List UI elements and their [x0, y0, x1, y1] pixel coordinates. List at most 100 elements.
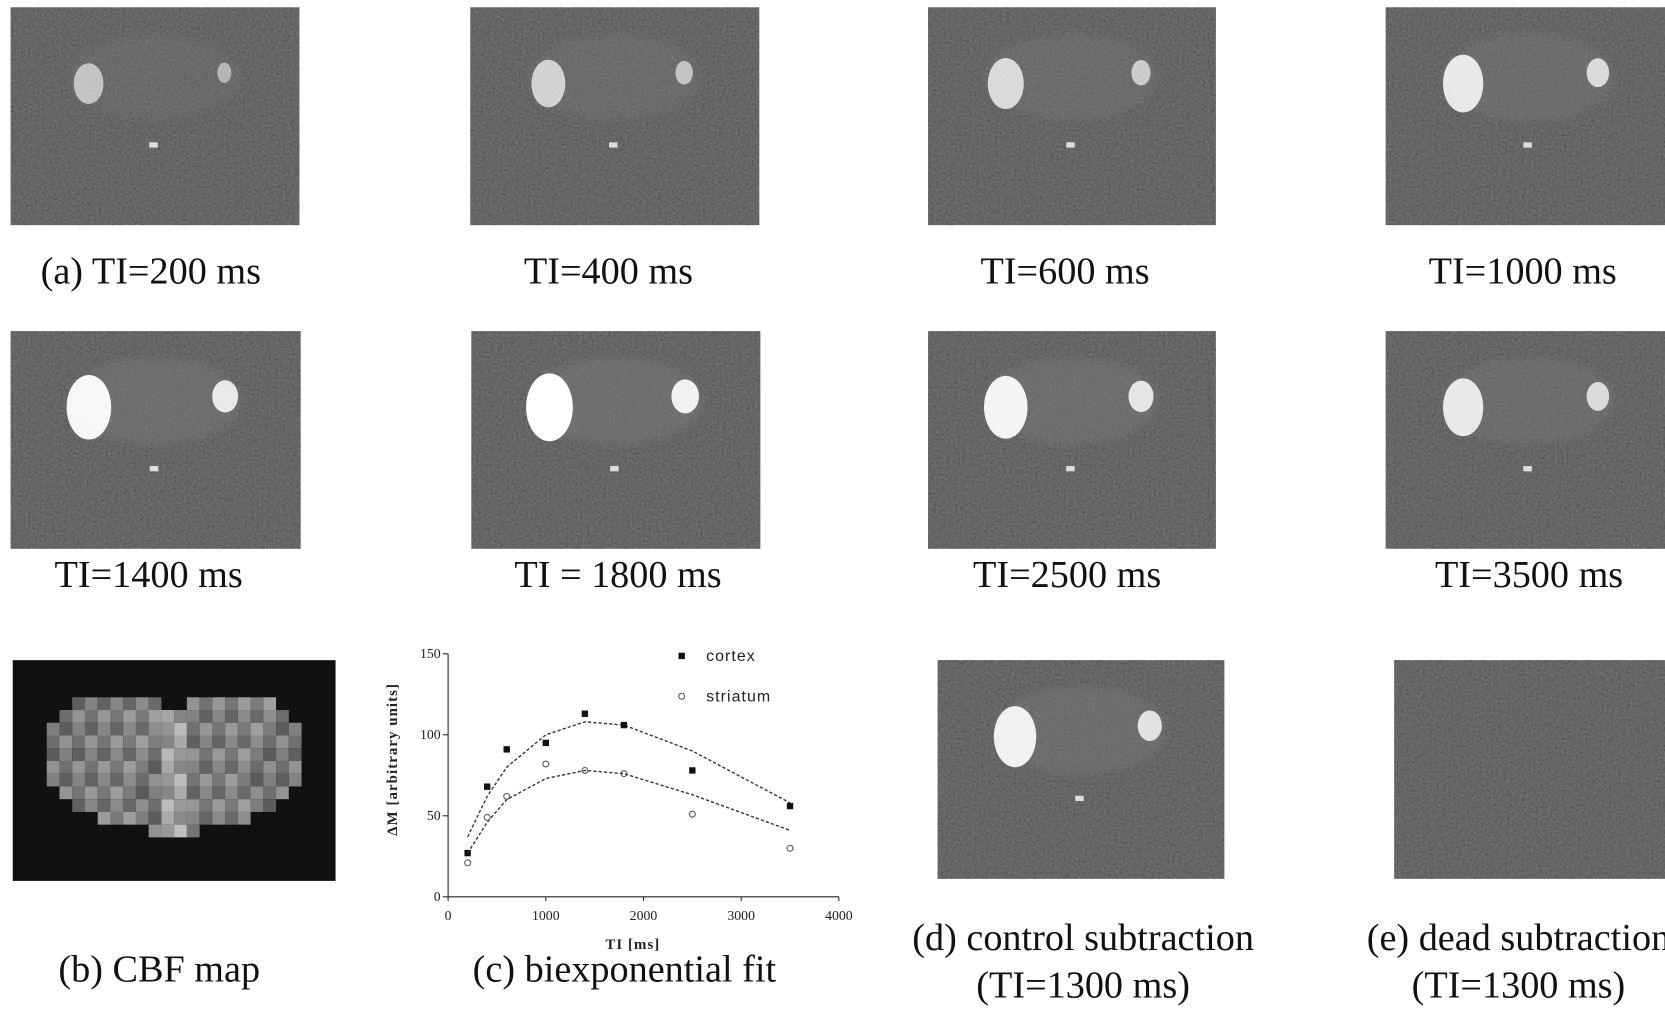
- cbf-pixel: [288, 735, 302, 749]
- fit-curve: [467, 769, 791, 854]
- cbf-pixel: [59, 748, 73, 761]
- cbf-pixel: [225, 786, 238, 800]
- cbf-pixel: [135, 799, 149, 812]
- cbf-pixel: [97, 811, 111, 825]
- cbf-pixel: [97, 697, 111, 711]
- point: [581, 710, 589, 717]
- cbf-pixel: [59, 786, 73, 800]
- brain: [68, 357, 243, 445]
- cbf-pixel: [84, 697, 98, 711]
- cbf-pixel: [250, 748, 264, 761]
- caption: TI=3500 ms: [1435, 554, 1623, 596]
- cbf-pixel: [161, 811, 175, 825]
- bright-spot: [73, 63, 104, 104]
- cbf-pixel: [148, 722, 162, 736]
- cbf-pixel: [199, 735, 213, 749]
- legend-label: striatum: [706, 689, 771, 706]
- cbf-pixel: [186, 735, 200, 749]
- bright-spot: [1128, 380, 1154, 413]
- cbf-pixel: [174, 799, 187, 812]
- cbf-pixel: [59, 710, 73, 723]
- cbf-pixel: [263, 786, 277, 800]
- cbf-pixel: [148, 748, 162, 761]
- brain: [985, 357, 1159, 445]
- cbf-pixel: [161, 799, 175, 812]
- cbf-pixel: [276, 760, 289, 774]
- cbf-pixel: [174, 722, 187, 736]
- cbf-pixel: [237, 799, 251, 812]
- bright-spot: [1442, 378, 1484, 437]
- cbf-pixel: [237, 722, 251, 736]
- cbf-pixel: [148, 760, 162, 774]
- cbf-pixel: [250, 697, 264, 711]
- cbf-pixel: [225, 735, 238, 749]
- cbf-pixel: [186, 710, 200, 723]
- brain: [528, 33, 702, 121]
- cbf-pixel: [174, 735, 187, 749]
- cbf-pixel: [263, 722, 277, 736]
- cbf-pixel: [250, 799, 264, 812]
- bright-spot: [987, 58, 1024, 110]
- caption: (TI=1300 ms): [1412, 965, 1626, 1007]
- bright-dot: [1523, 142, 1532, 148]
- bright-spot: [66, 375, 112, 440]
- brain: [1443, 357, 1616, 445]
- cbf-pixel: [250, 760, 264, 774]
- cbf-pixel: [84, 760, 98, 774]
- bright-dot: [1066, 466, 1075, 472]
- bright-spot: [526, 373, 573, 442]
- x-tick-label: 1000: [532, 908, 560, 923]
- cbf-pixel: [225, 799, 238, 812]
- cbf-pixel: [276, 773, 289, 787]
- point: [503, 746, 510, 753]
- point: [786, 844, 794, 852]
- cbf-pixel: [199, 811, 213, 825]
- cbf-pixel: [225, 722, 238, 736]
- cbf-pixel: [174, 811, 187, 825]
- point: [464, 849, 471, 857]
- cbf-pixel: [46, 773, 60, 787]
- panel: TI=1400 ms: [10, 331, 301, 596]
- cbf-pixel: [199, 786, 213, 800]
- cbf-pixel: [225, 710, 238, 723]
- cbf-pixel: [237, 773, 251, 787]
- bright-spot: [217, 62, 232, 83]
- cbf-pixel: [97, 722, 111, 736]
- cbf-pixel: [123, 735, 136, 749]
- cbf-pixel: [46, 760, 60, 774]
- cbf-pixel: [288, 773, 302, 787]
- cbf-pixel: [46, 748, 60, 761]
- caption: (e) dead subtraction: [1367, 917, 1665, 959]
- x-tick-label: 4000: [825, 908, 853, 923]
- cbf-pixel: [148, 786, 162, 800]
- cbf-pixel: [148, 799, 162, 812]
- brain: [985, 33, 1159, 121]
- caption: TI=1400 ms: [55, 554, 243, 596]
- cbf-pixel: [276, 735, 289, 749]
- cbf-pixel: [199, 760, 213, 774]
- cbf-pixel: [288, 722, 302, 736]
- cbf-pixel: [186, 786, 200, 800]
- x-axis-label: TI [ms]: [605, 937, 660, 953]
- cbf-pixel: [84, 735, 98, 749]
- cbf-pixel: [123, 811, 136, 825]
- cbf-pixel: [199, 748, 213, 761]
- cbf-pixel: [110, 773, 124, 787]
- y-axis-label: ΔM [arbitrary units]: [385, 683, 401, 836]
- point: [542, 739, 549, 747]
- cbf-pixel: [199, 722, 213, 736]
- point: [542, 760, 550, 768]
- y-tick-label: 0: [434, 889, 441, 904]
- cbf-pixel: [59, 760, 73, 774]
- cbf-pixel: [225, 773, 238, 787]
- cbf-pixel: [250, 722, 264, 736]
- cbf-pixel: [186, 773, 200, 787]
- cbf-pixel: [123, 748, 136, 761]
- cbf-pixel: [72, 799, 85, 812]
- cbf-pixel: [263, 773, 277, 787]
- cbf-pixel: [199, 710, 213, 723]
- cbf-pixel: [237, 786, 251, 800]
- cbf-pixel: [148, 824, 162, 838]
- cbf-pixel: [84, 710, 98, 723]
